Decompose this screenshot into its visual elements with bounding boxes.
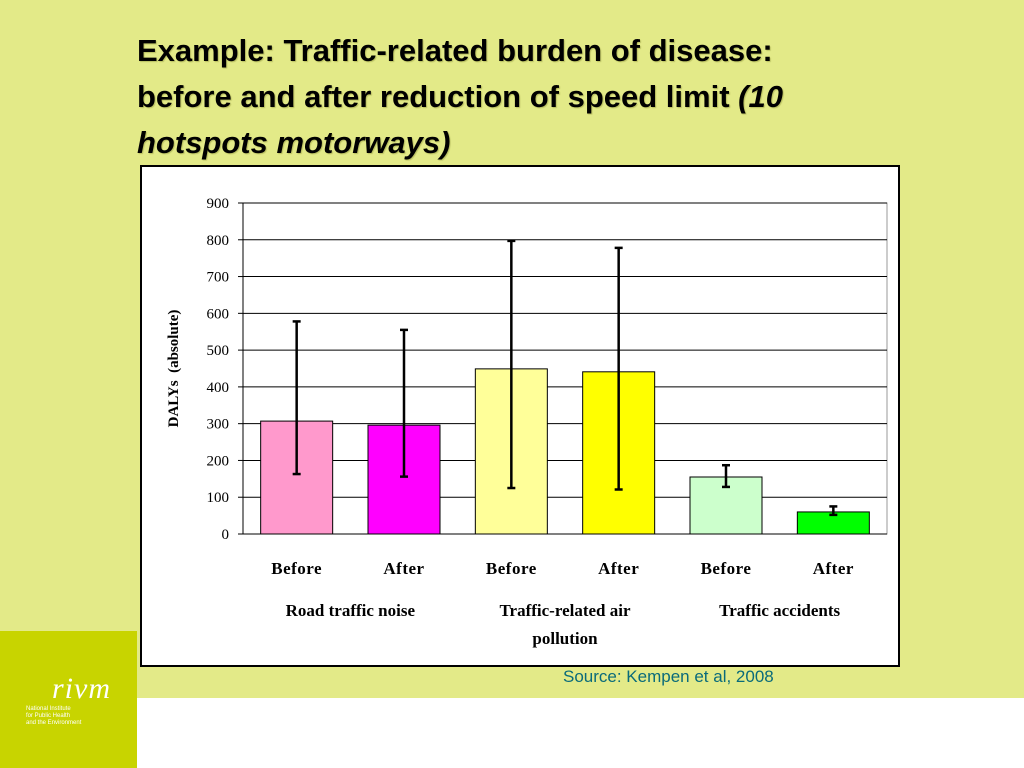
group-label-line: Traffic accidents (719, 601, 840, 620)
title-italic-1: (10 (738, 79, 783, 114)
bottom-band (0, 698, 1024, 768)
y-tick-label: 0 (222, 527, 230, 543)
logo-block (0, 631, 137, 768)
y-tick-label: 600 (207, 306, 230, 322)
bar-chart: 0 100 200 300 400 500 600 700 800 900 DALYs (absol… (166, 196, 888, 648)
x-tick-label: Before (271, 559, 322, 578)
x-tick-label: Before (486, 559, 537, 578)
x-tick-label: After (383, 559, 424, 578)
logo-subtitle: National Institute for Public Health and… (26, 706, 126, 727)
y-tick-label: 200 (207, 453, 230, 469)
group-label: Traffic accidents (719, 601, 840, 620)
slide-title: Example: Traffic-related burden of disea… (137, 28, 937, 166)
title-line-2: before and after reduction of speed limi… (137, 74, 937, 120)
title-italic-2: hotspots motorways) (137, 125, 451, 160)
y-tick-label: 100 (207, 490, 230, 506)
x-tick-label: After (813, 559, 854, 578)
x-tick-label: After (598, 559, 639, 578)
group-label-line: Traffic-related air (499, 601, 631, 620)
y-axis-label: DALYs (absolute) (166, 310, 182, 428)
y-tick-label: 700 (207, 270, 230, 286)
y-tick-label: 300 (207, 417, 230, 433)
y-tick-label: 900 (207, 196, 230, 212)
group-label-line: pollution (532, 629, 598, 648)
group-label: Road traffic noise (286, 601, 416, 620)
title-line-2-text: before and after reduction of speed limi… (137, 79, 739, 114)
logo-sub-line-3: and the Environment (26, 720, 82, 726)
logo-sub-line-2: for Public Health (26, 713, 71, 719)
chart-frame: 0 100 200 300 400 500 600 700 800 900 DALYs (absol… (140, 165, 900, 667)
y-tick-label: 400 (207, 380, 230, 396)
source-citation: Source: Kempen et al, 2008 (563, 667, 774, 686)
group-label: Traffic-related air pollution (499, 601, 631, 648)
plot-area (242, 202, 888, 535)
logo-sub-line-1: National Institute (26, 706, 71, 712)
title-line-1: Example: Traffic-related burden of disea… (137, 33, 773, 68)
y-tick-label: 800 (207, 233, 230, 249)
x-tick-label: Before (701, 559, 752, 578)
rivm-logo: rivm (52, 672, 111, 705)
y-tick-label: 500 (207, 343, 230, 359)
group-label-line: Road traffic noise (286, 601, 416, 620)
